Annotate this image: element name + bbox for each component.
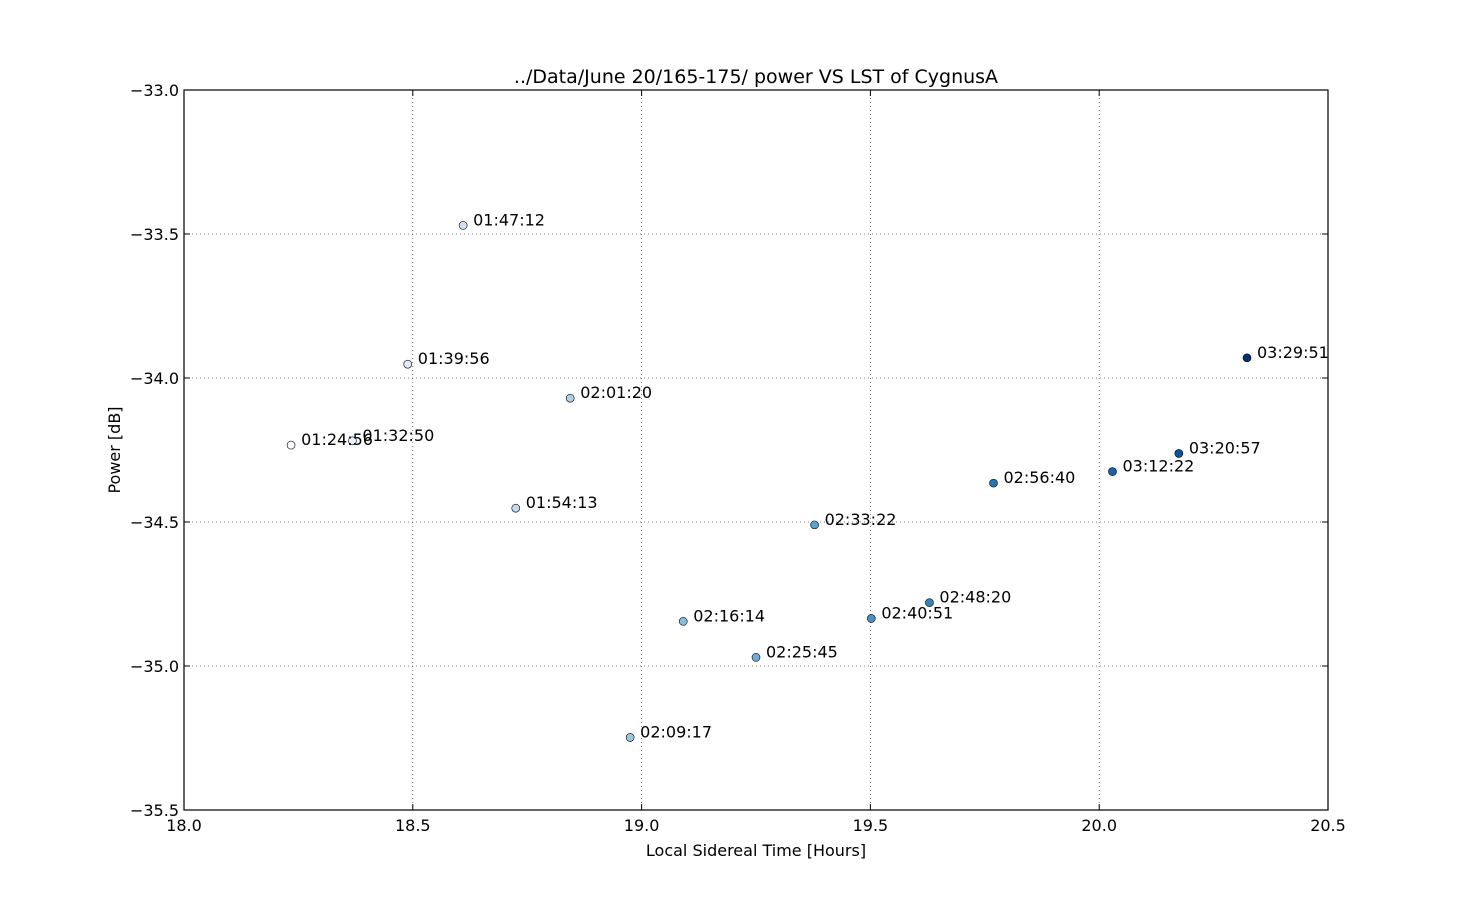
data-point-label: 02:25:45	[766, 642, 838, 661]
x-tick-label: 19.0	[624, 816, 660, 835]
chart-title: ../Data/June 20/165-175/ power VS LST of…	[514, 66, 998, 88]
data-point	[458, 221, 468, 230]
data-point	[1242, 353, 1252, 363]
x-tick-label: 19.5	[853, 816, 889, 835]
grid-lines	[184, 90, 1328, 810]
data-point	[1108, 467, 1117, 476]
data-point-label: 02:16:14	[693, 606, 765, 625]
data-point-label: 02:48:20	[939, 588, 1011, 607]
y-tick-label: −35.5	[130, 801, 179, 820]
data-point	[625, 733, 635, 742]
data-point-label: 02:33:22	[825, 510, 897, 529]
axis-ticks: 18.0 18.5 19.0 19.5 20.0 20.5 −33.0 −33.5 −34.0 −…	[130, 81, 1346, 835]
data-point-label: 02:01:20	[580, 383, 652, 402]
data-point	[989, 478, 998, 488]
y-tick-label: −33.0	[130, 81, 179, 100]
data-points	[286, 221, 1252, 742]
data-point	[678, 617, 688, 626]
data-point-label: 03:12:22	[1122, 457, 1194, 476]
data-point-label: 01:47:12	[473, 210, 545, 229]
x-tick-label: 18.5	[395, 816, 431, 835]
y-tick-label: −35.0	[130, 657, 179, 676]
data-point	[810, 520, 819, 530]
data-point	[925, 598, 934, 607]
y-axis-label: Power [dB]	[105, 406, 124, 493]
x-axis-label: Local Sidereal Time [Hours]	[646, 841, 866, 860]
data-point	[751, 653, 761, 662]
data-point	[867, 614, 876, 623]
x-tick-label: 18.0	[166, 816, 202, 835]
data-point-label: 01:54:13	[526, 493, 598, 512]
data-point-label: 01:32:50	[362, 426, 434, 445]
x-tick-label: 20.5	[1310, 816, 1346, 835]
y-tick-label: −34.5	[130, 513, 179, 532]
data-point-label: 01:24:56	[301, 430, 373, 449]
data-point-label: 03:29:51	[1257, 343, 1329, 362]
data-point	[348, 436, 357, 446]
y-tick-label: −33.5	[130, 225, 179, 244]
data-point-label: 01:39:56	[418, 349, 490, 368]
data-point	[403, 359, 413, 369]
data-point-label: 02:40:51	[881, 603, 953, 622]
y-tick-label: −34.0	[130, 369, 179, 388]
data-point	[1174, 449, 1184, 458]
data-point-label: 02:56:40	[1003, 468, 1075, 487]
plot-frame	[183, 89, 1329, 811]
data-point-label: 03:20:57	[1189, 438, 1261, 457]
data-point-label: 02:09:17	[640, 722, 712, 741]
data-point	[565, 393, 575, 403]
x-tick-label: 20.0	[1081, 816, 1117, 835]
data-point	[511, 503, 521, 513]
data-point	[286, 440, 296, 450]
